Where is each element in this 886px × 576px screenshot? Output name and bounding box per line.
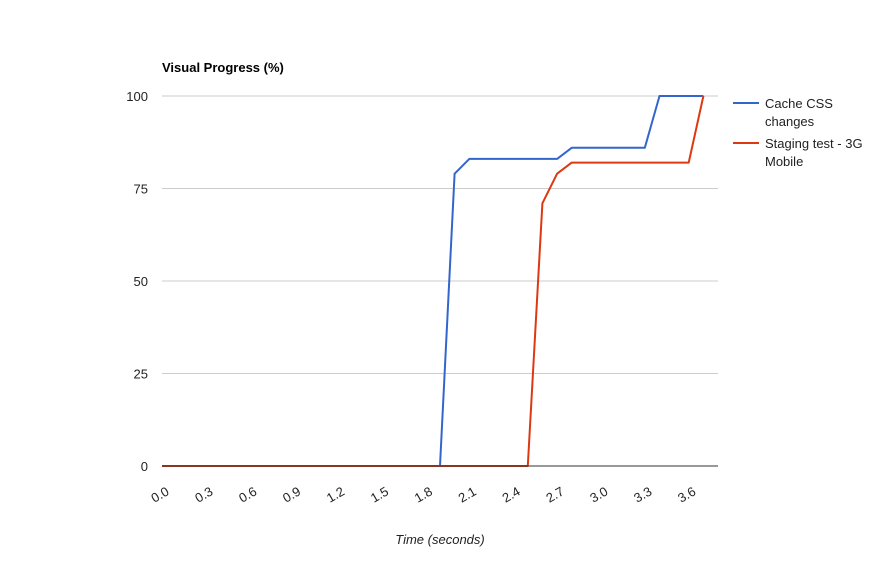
legend-entry: Cache CSS changes: [765, 96, 833, 129]
y-tick-label: 0: [141, 459, 148, 474]
x-tick-label: 2.7: [543, 484, 566, 506]
y-tick-label: 100: [126, 89, 148, 104]
y-tick-label: 25: [134, 367, 148, 382]
x-tick-label: 1.2: [324, 484, 347, 506]
x-tick-label: 0.6: [236, 484, 259, 506]
x-axis-label: Time (seconds): [395, 532, 484, 547]
x-tick-label: 0.0: [148, 484, 171, 506]
chart-title: Visual Progress (%): [162, 60, 284, 75]
x-tick-label: 3.6: [675, 484, 698, 506]
x-tick-label: 3.0: [587, 484, 610, 506]
legend: Cache CSS changes Staging test - 3G Mobile: [733, 96, 863, 169]
x-tick-label: 1.8: [412, 484, 435, 506]
y-tick-label: 50: [134, 274, 148, 289]
series-line-1: [162, 95, 704, 467]
y-axis-ticks: 0 25 50 75 100: [126, 89, 148, 474]
x-tick-label: 0.3: [192, 484, 215, 506]
x-tick-label: 2.4: [500, 484, 523, 506]
x-axis-ticks: 0.0 0.3 0.6 0.9 1.2 1.5 1.8 2.1 2.4 2.7 3.0 3.3 3.6: [148, 484, 698, 506]
x-tick-label: 1.5: [368, 484, 391, 506]
x-tick-label: 0.9: [280, 484, 303, 506]
gridlines: [162, 95, 718, 374]
x-tick-label: 2.1: [456, 484, 479, 506]
legend-entry: Staging test - 3G Mobile: [765, 136, 863, 169]
x-tick-label: 3.3: [631, 484, 654, 506]
y-tick-label: 75: [134, 182, 148, 197]
